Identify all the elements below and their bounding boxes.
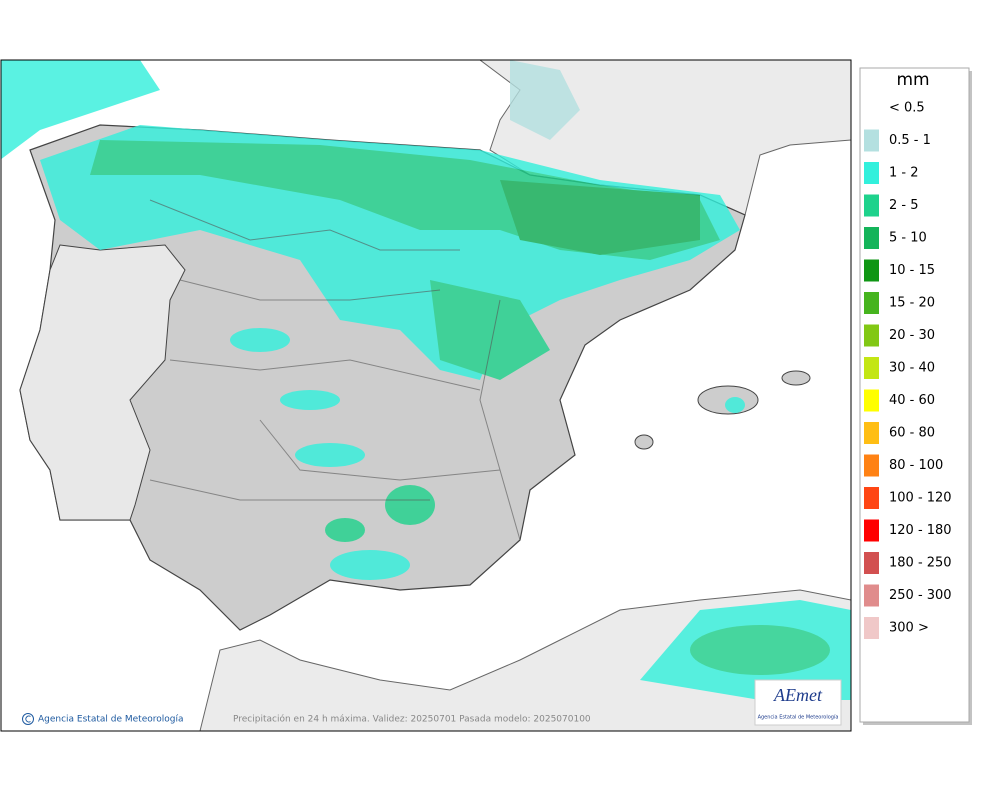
legend-label: < 0.5 bbox=[889, 101, 925, 116]
copyright-icon bbox=[22, 713, 34, 725]
legend-label: 120 - 180 bbox=[889, 523, 952, 538]
legend-swatch bbox=[864, 454, 879, 477]
precipitation bbox=[1, 60, 851, 700]
logo bbox=[754, 679, 842, 726]
legend-swatch bbox=[864, 259, 879, 282]
legend-swatch bbox=[864, 389, 879, 412]
legend-swatch bbox=[864, 194, 879, 217]
legend-swatch bbox=[864, 97, 879, 119]
legend-items: < 0.5 0.5 - 1 1 - 2 2 - 5 5 - 10 10 - 15 15 - … bbox=[864, 97, 952, 639]
legend-label: 250 - 300 bbox=[889, 588, 952, 603]
legend-label: 5 - 10 bbox=[889, 231, 927, 246]
legend-label: 40 - 60 bbox=[889, 393, 935, 408]
legend-swatch bbox=[864, 519, 879, 542]
ibiza bbox=[634, 434, 654, 450]
legend-swatch bbox=[864, 422, 879, 444]
menorca bbox=[781, 370, 811, 386]
legend-label: 10 - 15 bbox=[889, 263, 935, 278]
legend-label: 0.5 - 1 bbox=[889, 133, 931, 148]
region-borders bbox=[149, 199, 521, 541]
legend-label: 80 - 100 bbox=[889, 458, 943, 473]
logo-subtitle: Agencia Estatal de Meteorología bbox=[758, 714, 839, 721]
legend-label: 100 - 120 bbox=[889, 491, 952, 506]
map-frame bbox=[0, 59, 852, 732]
legend-label: 300 > bbox=[889, 621, 929, 636]
legend-swatch bbox=[864, 129, 879, 152]
legend-label: 30 - 40 bbox=[889, 361, 935, 376]
legend-swatch bbox=[864, 487, 879, 509]
legend-label: 1 - 2 bbox=[889, 166, 919, 181]
map bbox=[1, 60, 851, 731]
caption: Precipitación en 24 h máxima. Validez: 2… bbox=[233, 714, 591, 725]
legend-label: 20 - 30 bbox=[889, 328, 935, 343]
legend-swatch bbox=[864, 617, 879, 639]
legend-swatch bbox=[864, 357, 879, 379]
portugal bbox=[19, 244, 186, 521]
legend-label: 60 - 80 bbox=[889, 426, 935, 441]
legend-title: mm bbox=[896, 70, 929, 90]
legend-swatch bbox=[864, 227, 879, 249]
legend-swatch bbox=[864, 584, 879, 607]
legend-swatch bbox=[864, 324, 879, 347]
legend-swatch bbox=[864, 292, 879, 314]
legend-swatch bbox=[864, 552, 879, 574]
logo-name: AEmet bbox=[773, 685, 823, 705]
legend-label: 180 - 250 bbox=[889, 556, 952, 571]
legend-label: 2 - 5 bbox=[889, 198, 919, 213]
credit: Agencia Estatal de Meteorología bbox=[38, 715, 184, 725]
copyright-icon bbox=[25, 715, 31, 723]
legend-label: 15 - 20 bbox=[889, 296, 935, 311]
legend-swatch bbox=[864, 162, 879, 184]
